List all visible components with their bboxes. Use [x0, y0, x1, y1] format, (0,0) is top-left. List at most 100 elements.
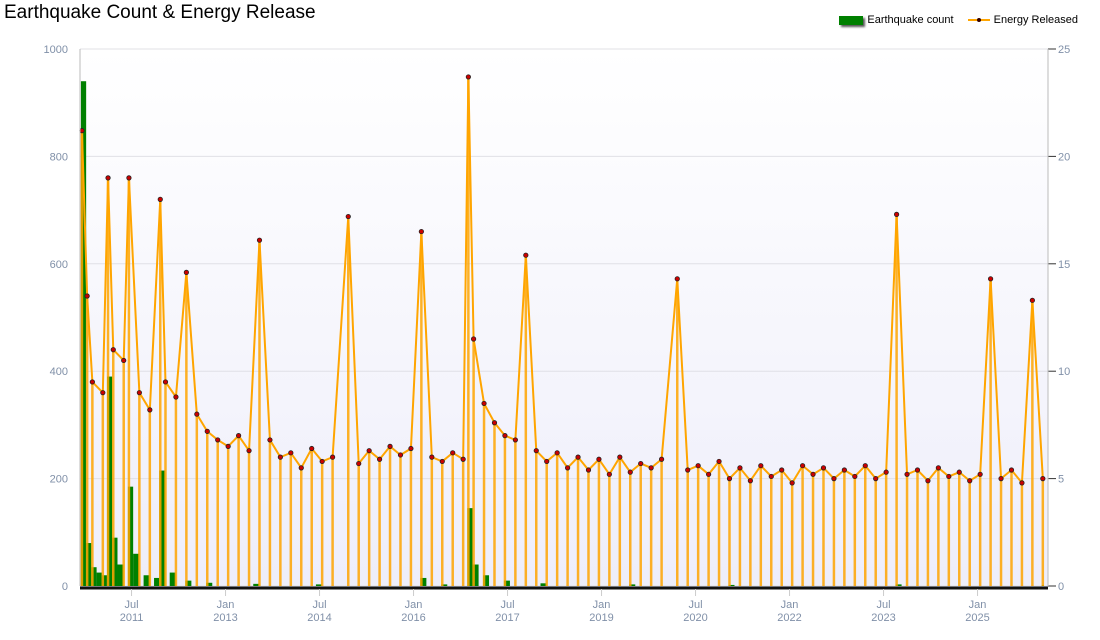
- y-right-tick-label: 5: [1058, 474, 1064, 486]
- y-left-tick-label: 800: [50, 151, 68, 163]
- energy-point: [1040, 475, 1046, 482]
- energy-point: [998, 475, 1004, 482]
- energy-point: [883, 469, 889, 475]
- energy-point: [873, 475, 879, 482]
- x-tick-month: Jan: [217, 599, 235, 611]
- energy-point: [606, 471, 612, 477]
- energy-point: [105, 175, 111, 181]
- energy-point: [779, 467, 785, 473]
- count-bar: [728, 584, 735, 586]
- count-bar: [540, 583, 547, 586]
- energy-point: [465, 74, 471, 80]
- x-tick-month: Jan: [969, 599, 987, 611]
- energy-point: [987, 276, 994, 282]
- y-right-tick-label: 20: [1058, 151, 1070, 163]
- energy-point: [173, 394, 179, 400]
- count-bar: [112, 537, 118, 586]
- count-bar: [101, 575, 108, 586]
- x-tick-year: 2025: [965, 612, 989, 624]
- energy-point: [439, 458, 445, 465]
- y-left-tick-label: 600: [50, 259, 68, 271]
- y-left-tick-label: 0: [62, 581, 68, 593]
- x-tick-month: Jan: [405, 599, 423, 611]
- energy-point: [460, 456, 466, 462]
- energy-point: [121, 357, 127, 364]
- count-bar: [185, 580, 192, 586]
- energy-point: [716, 458, 722, 465]
- energy-point: [481, 400, 487, 407]
- energy-point: [319, 458, 325, 465]
- count-bar: [117, 564, 124, 586]
- x-tick-month: Jul: [501, 599, 515, 611]
- y-right-tick-label: 10: [1058, 366, 1070, 378]
- energy-point: [215, 437, 221, 443]
- x-tick-month: Jul: [877, 599, 891, 611]
- y-right-tick-label: 0: [1058, 581, 1064, 593]
- count-bar: [80, 81, 87, 586]
- energy-point: [747, 478, 753, 484]
- energy-point: [512, 437, 518, 443]
- x-tick-year: 2017: [495, 612, 519, 624]
- x-tick-year: 2011: [120, 612, 144, 624]
- energy-point: [914, 467, 921, 473]
- energy-point: [397, 452, 404, 458]
- energy-point: [309, 445, 315, 452]
- energy-point: [376, 456, 383, 462]
- x-tick-month: Jan: [781, 599, 799, 611]
- energy-point: [256, 237, 263, 243]
- energy-point: [277, 454, 283, 460]
- energy-point: [329, 454, 336, 460]
- legend-item-energy[interactable]: Energy Released: [967, 14, 1078, 26]
- count-bar: [206, 582, 213, 586]
- energy-point: [638, 460, 644, 467]
- energy-point: [695, 463, 701, 469]
- energy-point: [904, 471, 910, 477]
- energy-point: [648, 465, 654, 471]
- count-bar: [441, 584, 448, 586]
- x-tick-year: 2022: [777, 612, 801, 624]
- energy-point: [491, 420, 498, 426]
- energy-point: [554, 450, 560, 456]
- energy-point: [84, 293, 90, 299]
- energy-point: [298, 465, 304, 471]
- legend-label-count: Earthquake count: [867, 14, 954, 26]
- x-tick-month: Jul: [689, 599, 703, 611]
- count-bar: [143, 575, 150, 586]
- legend-swatch-energy: [967, 18, 990, 22]
- energy-point: [89, 379, 95, 385]
- energy-point: [935, 465, 941, 471]
- energy-point: [470, 336, 477, 342]
- legend-swatch-count: [839, 15, 864, 25]
- y-left-tick-label: 400: [50, 366, 68, 378]
- count-bar: [154, 577, 160, 586]
- x-tick-year: 2016: [401, 612, 425, 624]
- energy-point: [596, 456, 602, 462]
- energy-point: [658, 456, 665, 462]
- energy-point: [799, 463, 806, 469]
- energy-point: [225, 443, 231, 449]
- x-tick-year: 2020: [683, 612, 707, 624]
- energy-point: [100, 390, 106, 396]
- legend-label-energy: Energy Released: [993, 14, 1078, 26]
- legend-item-count[interactable]: Earthquake count: [839, 14, 954, 26]
- energy-point: [737, 465, 743, 471]
- count-bar: [253, 583, 260, 586]
- energy-point: [617, 454, 623, 460]
- count-bar: [96, 572, 102, 586]
- count-bar: [629, 584, 636, 586]
- count-bar: [472, 564, 479, 586]
- energy-point: [758, 463, 764, 469]
- count-bar: [315, 584, 322, 586]
- energy-point: [925, 478, 931, 484]
- energy-point: [820, 465, 827, 471]
- energy-point: [110, 347, 116, 353]
- count-bar: [420, 577, 427, 586]
- y-left-tick-label: 1000: [44, 44, 68, 56]
- energy-point: [789, 480, 795, 486]
- energy-point: [126, 175, 132, 181]
- energy-point: [810, 471, 816, 477]
- energy-point: [345, 213, 351, 220]
- y-left-tick-label: 200: [50, 474, 68, 486]
- energy-point: [235, 433, 242, 439]
